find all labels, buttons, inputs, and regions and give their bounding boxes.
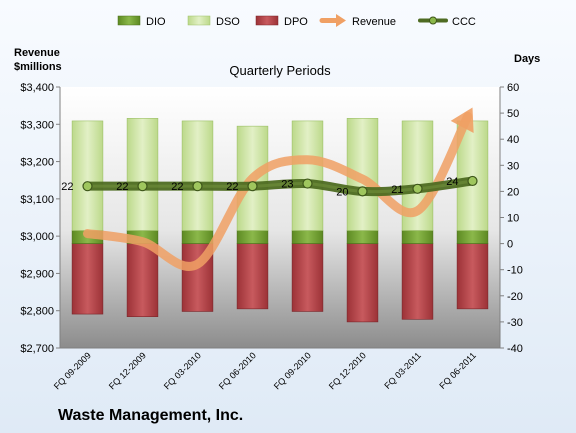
ccc-data-label: 22 — [116, 181, 128, 193]
dio-bar — [401, 230, 434, 244]
right-tick-label: 20 — [507, 186, 519, 198]
dpo-bar — [71, 243, 104, 315]
dio-bar — [181, 230, 214, 244]
ccc-data-label: 22 — [61, 181, 73, 193]
right-tick-label: -30 — [507, 317, 523, 329]
legend-label-revenue: Revenue — [352, 16, 396, 28]
right-tick-label: 50 — [507, 108, 519, 120]
right-tick-label: -40 — [507, 343, 523, 355]
right-axis-title: Days — [514, 53, 540, 65]
legend: DIO DSO DPO Revenue CCC — [117, 14, 476, 28]
dpo-bar — [401, 243, 434, 320]
left-tick-label: $2,700 — [20, 343, 54, 355]
legend-swatch-dso — [187, 15, 211, 26]
left-tick-label: $2,800 — [20, 306, 54, 318]
legend-label-dio: DIO — [146, 16, 166, 28]
left-axis-title-line2: $millions — [14, 61, 62, 73]
legend-swatch-revenue — [319, 14, 346, 27]
revenue-layer — [83, 107, 474, 271]
ccc-data-label: 23 — [281, 179, 293, 191]
dio-bar — [291, 230, 324, 244]
left-tick-label: $3,200 — [20, 157, 54, 169]
dpo-bar — [126, 243, 159, 317]
legend-swatch-dpo — [255, 15, 279, 26]
ccc-point — [302, 178, 313, 189]
company-name: Waste Management, Inc. — [58, 407, 243, 424]
ccc-point — [467, 175, 478, 187]
left-axis-title-line1: Revenue — [14, 47, 60, 59]
dio-bar — [236, 230, 269, 244]
ccc-point — [247, 181, 258, 192]
right-tick-label: 30 — [507, 160, 519, 172]
ccc-point — [192, 181, 203, 192]
ccc-point — [412, 183, 423, 194]
right-tick-label: 60 — [507, 82, 519, 94]
dpo-bar — [456, 243, 489, 310]
dpo-bar — [346, 243, 379, 323]
legend-label-ccc: CCC — [452, 16, 476, 28]
right-tick-label: -10 — [507, 265, 523, 277]
right-axis: -40 -30 -20 -10 0 10 20 30 40 50 60 — [499, 82, 523, 355]
ccc-layer: 22 22 22 22 23 20 21 24 — [61, 175, 478, 198]
dio-bar — [456, 230, 489, 244]
ccc-data-label: 20 — [336, 186, 348, 198]
right-tick-label: 10 — [507, 213, 519, 225]
ccc-point — [137, 181, 148, 192]
right-tick-label: 0 — [507, 239, 513, 251]
legend-label-dso: DSO — [216, 16, 240, 28]
ccc-point — [82, 181, 93, 192]
dpo-bar — [236, 243, 269, 310]
dpo-bar — [291, 243, 324, 312]
revenue-line — [83, 111, 473, 271]
ccc-data-label: 24 — [446, 176, 458, 188]
revenue-arrowhead — [450, 107, 474, 134]
dio-bar — [346, 230, 379, 244]
ccc-data-label: 22 — [226, 181, 238, 193]
dso-bar — [291, 120, 324, 231]
ccc-point — [357, 186, 368, 197]
ccc-data-label: 22 — [171, 181, 183, 193]
legend-label-dpo: DPO — [284, 16, 308, 28]
chart-title: Quarterly Periods — [229, 63, 331, 78]
dso-bar — [181, 120, 214, 231]
dso-bar — [71, 120, 104, 231]
left-tick-label: $3,300 — [20, 119, 54, 131]
left-tick-label: $3,400 — [20, 82, 54, 94]
dso-bar — [126, 118, 159, 231]
left-axis: $2,700 $2,800 $2,900 $3,000 $3,100 $3,200 $3,3… — [20, 82, 500, 355]
left-tick-label: $3,000 — [20, 231, 54, 243]
ccc-data-label: 21 — [391, 184, 403, 196]
left-tick-label: $2,900 — [20, 268, 54, 280]
right-tick-label: 40 — [507, 134, 519, 146]
legend-swatch-ccc — [418, 16, 448, 25]
left-tick-label: $3,100 — [20, 194, 54, 206]
plot-area — [60, 87, 500, 348]
right-tick-label: -20 — [507, 291, 523, 303]
legend-swatch-dio — [117, 15, 141, 26]
